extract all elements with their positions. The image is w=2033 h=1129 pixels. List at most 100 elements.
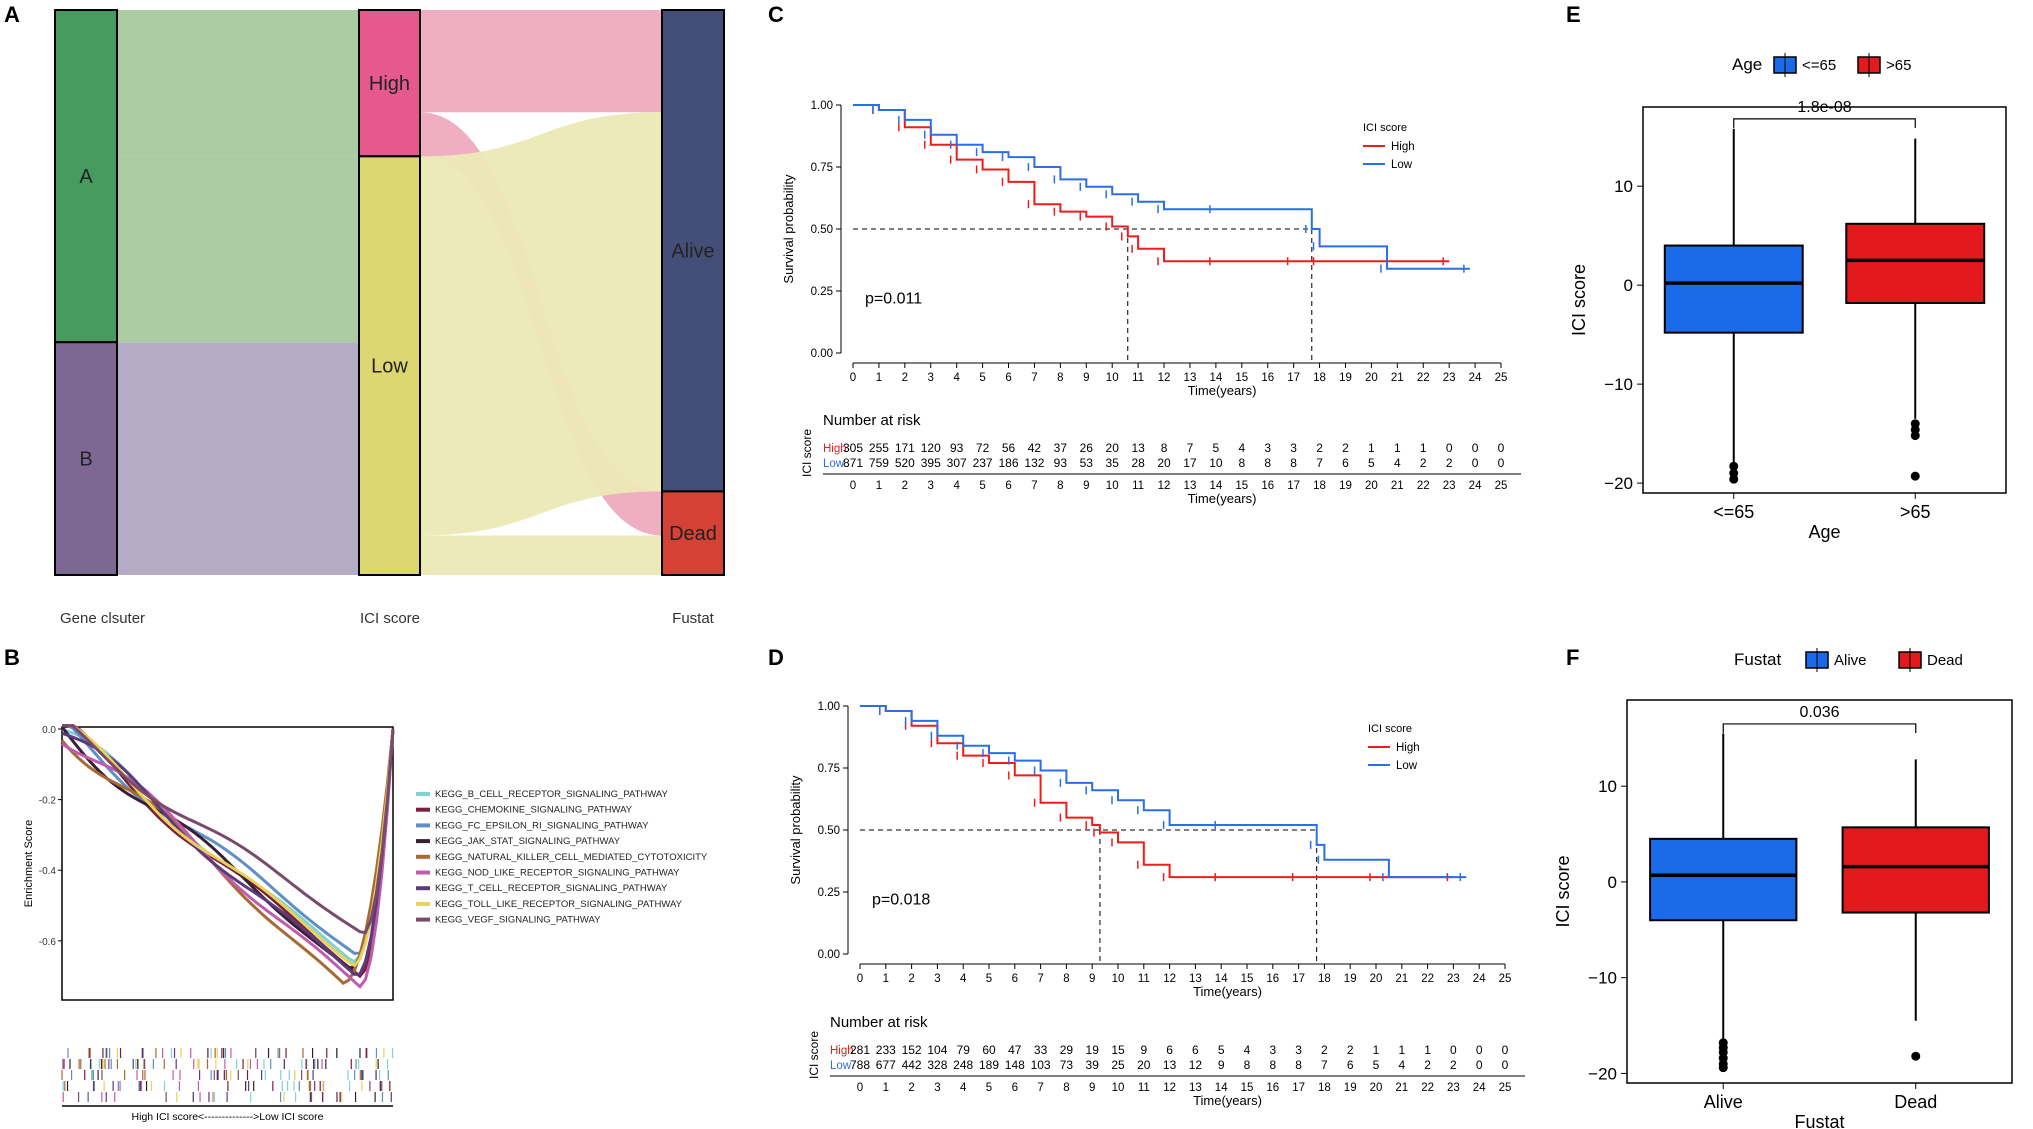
panel-label-a: A (4, 2, 20, 27)
gsea-y-tick-label: 0.0 (42, 725, 56, 736)
risk-time-label: 5 (986, 1082, 992, 1094)
sankey-axis-label: ICI score (360, 610, 420, 627)
risk-cell: 1 (1368, 441, 1375, 455)
risk-time-label: 15 (1241, 1082, 1254, 1094)
risk-time-label: 25 (1495, 480, 1508, 492)
risk-time-label: 2 (902, 480, 908, 492)
risk-cell: 8 (1269, 1058, 1276, 1072)
sankey-flow-a-high (117, 10, 359, 157)
km-curve-low (853, 104, 1470, 270)
km-x-tick-label: 21 (1395, 973, 1408, 985)
risk-cell: 104 (927, 1043, 947, 1057)
risk-table-title: Number at risk (823, 412, 921, 429)
gsea-y-tick-label: -0.6 (39, 937, 57, 948)
risk-time-label: 14 (1209, 480, 1222, 492)
risk-table-title: Number at risk (830, 1014, 928, 1031)
km-x-tick-label: 3 (928, 372, 934, 384)
risk-cell: 788 (850, 1058, 870, 1072)
gsea-legend-label: KEGG_VEGF_SIGNALING_PATHWAY (435, 915, 601, 926)
risk-row-label: Low (823, 458, 845, 470)
gsea-legend-label: KEGG_JAK_STAT_SIGNALING_PATHWAY (435, 836, 621, 847)
km-x-tick-label: 20 (1365, 372, 1378, 384)
risk-time-label: 18 (1318, 1082, 1331, 1094)
km-legend-label: Low (1391, 159, 1413, 171)
risk-time-label: 10 (1106, 480, 1119, 492)
risk-cell: 0 (1472, 456, 1479, 470)
panel-c-survival: 0.000.250.500.751.000 1 2 3 4 5 6 7 8 9 10 11 12 13 14… (781, 100, 1521, 506)
box-plot-frame (1642, 106, 2007, 494)
km-legend-label: High (1391, 141, 1415, 153)
box-legend-title: Fustat (1734, 650, 1782, 669)
panel-e-boxplot: −20 −10 0 10 ICI score <=65 >65 Age 1.8e-08 Age <=… (1569, 53, 2007, 542)
risk-time-label: 18 (1313, 480, 1326, 492)
gsea-y-tick-label: -0.4 (39, 866, 57, 877)
risk-time-label: 1 (876, 480, 882, 492)
km-x-tick-label: 18 (1318, 973, 1331, 985)
risk-cell: 305 (843, 441, 863, 455)
sankey-node-high (358, 9, 421, 158)
km-x-tick-label: 2 (902, 372, 908, 384)
risk-time-label: 0 (850, 480, 856, 492)
box-y-axis-label: ICI score (1569, 264, 1589, 336)
km-x-tick-label: 8 (1057, 372, 1063, 384)
box-y-tick-label: 10 (1614, 177, 1633, 196)
km-x-tick-label: 2 (908, 973, 914, 985)
risk-time-label: 3 (934, 1082, 940, 1094)
km-x-tick-label: 11 (1132, 372, 1144, 384)
risk-time-label: 15 (1235, 480, 1248, 492)
panel-label-c: C (768, 2, 784, 27)
km-y-tick-label: 0.50 (811, 224, 833, 236)
km-x-tick-label: 25 (1499, 973, 1512, 985)
panel-d-survival: 0.000.250.500.751.000 1 2 3 4 5 6 7 8 9 10 11 12 13 14… (788, 701, 1525, 1108)
km-y-axis-label: Survival probability (788, 775, 803, 885)
sankey-node-label: Low (371, 356, 408, 378)
gsea-curve-5 (60, 728, 395, 986)
risk-cell: 5 (1368, 456, 1375, 470)
risk-cell: 2 (1420, 456, 1427, 470)
risk-x-axis-label: Time(years) (1188, 491, 1257, 506)
risk-row-label: High (823, 443, 847, 455)
km-x-tick-label: 13 (1189, 973, 1202, 985)
box-outlier (1911, 1051, 1921, 1061)
risk-time-label: 4 (953, 480, 960, 492)
risk-cell: 72 (976, 441, 990, 455)
risk-cell: 248 (953, 1058, 973, 1072)
km-x-tick-label: 16 (1266, 973, 1279, 985)
km-x-tick-label: 9 (1083, 372, 1089, 384)
gsea-curve-9 (62, 724, 395, 935)
box-pvalue: 0.036 (1799, 704, 1839, 721)
km-x-tick-label: 10 (1112, 973, 1125, 985)
risk-cell: 28 (1131, 456, 1145, 470)
km-x-tick-label: 20 (1370, 973, 1383, 985)
sankey-axis-label: Gene clsuter (60, 610, 145, 627)
sankey-node-label: High (369, 73, 410, 95)
km-x-tick-label: 6 (1012, 973, 1018, 985)
risk-cell: 73 (1060, 1058, 1074, 1072)
km-x-tick-label: 10 (1106, 372, 1119, 384)
km-x-tick-label: 17 (1287, 372, 1300, 384)
risk-cell: 1 (1398, 1043, 1405, 1057)
risk-cell: 2 (1424, 1058, 1431, 1072)
risk-cell: 0 (1502, 1058, 1509, 1072)
km-x-tick-label: 18 (1313, 372, 1326, 384)
sankey-node-label: Alive (671, 241, 714, 263)
risk-cell: 3 (1295, 1043, 1302, 1057)
risk-cell: 0 (1446, 441, 1453, 455)
km-x-tick-label: 0 (857, 973, 863, 985)
risk-time-label: 16 (1266, 1082, 1279, 1094)
sankey-node-label: B (79, 449, 92, 471)
sankey-node-label: A (79, 166, 93, 188)
km-curve-low (860, 705, 1467, 879)
risk-cell: 2 (1446, 456, 1453, 470)
risk-time-label: 12 (1163, 1082, 1176, 1094)
risk-cell: 2 (1321, 1043, 1328, 1057)
box-x-axis-label: Age (1808, 522, 1840, 542)
risk-cell: 20 (1157, 456, 1171, 470)
sankey-node-dead (661, 490, 725, 577)
box-significance-bracket (1733, 118, 1916, 128)
panel-label-b: B (4, 645, 20, 670)
risk-cell: 677 (876, 1058, 896, 1072)
km-y-tick-label: 0.25 (818, 887, 840, 899)
risk-cell: 132 (1024, 456, 1044, 470)
